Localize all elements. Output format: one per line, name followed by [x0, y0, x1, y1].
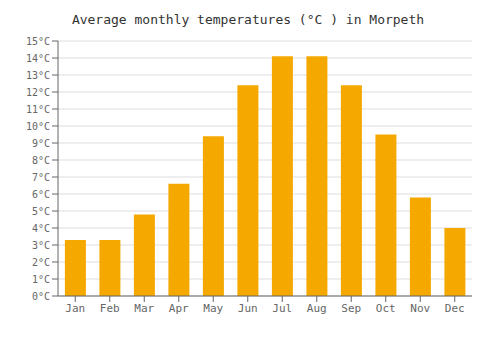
svg-text:Feb: Feb	[100, 302, 120, 315]
svg-text:14°C: 14°C	[26, 53, 50, 64]
svg-text:13°C: 13°C	[26, 70, 50, 81]
svg-text:9°C: 9°C	[32, 138, 50, 149]
svg-text:8°C: 8°C	[32, 155, 50, 166]
svg-text:Oct: Oct	[376, 302, 396, 315]
svg-text:10°C: 10°C	[26, 121, 50, 132]
svg-text:0°C: 0°C	[32, 291, 50, 302]
svg-text:Aug: Aug	[307, 302, 327, 315]
svg-text:Apr: Apr	[169, 302, 189, 315]
svg-text:Nov: Nov	[410, 302, 430, 315]
svg-text:Dec: Dec	[445, 302, 465, 315]
svg-text:3°C: 3°C	[32, 240, 50, 251]
svg-text:1°C: 1°C	[32, 274, 50, 285]
svg-text:May: May	[203, 302, 223, 315]
svg-text:5°C: 5°C	[32, 206, 50, 217]
html-text:Average monthly temperatures (: Average monthly temperatures (°C ) in Mo…	[71, 12, 425, 27]
svg-text:Jan: Jan	[65, 302, 85, 315]
svg-text:11°C: 11°C	[26, 104, 50, 115]
svg-text:2°C: 2°C	[32, 257, 50, 268]
svg-text:15°C: 15°C	[26, 36, 50, 47]
svg-text:4°C: 4°C	[32, 223, 50, 234]
svg-text:Mar: Mar	[134, 302, 154, 315]
svg-text:12°C: 12°C	[26, 87, 50, 98]
svg-text:Jun: Jun	[238, 302, 258, 315]
svg-text:7°C: 7°C	[32, 172, 50, 183]
svg-text:Jul: Jul	[272, 302, 292, 315]
svg-text:6°C: 6°C	[32, 189, 50, 200]
svg-text:Sep: Sep	[341, 302, 361, 315]
